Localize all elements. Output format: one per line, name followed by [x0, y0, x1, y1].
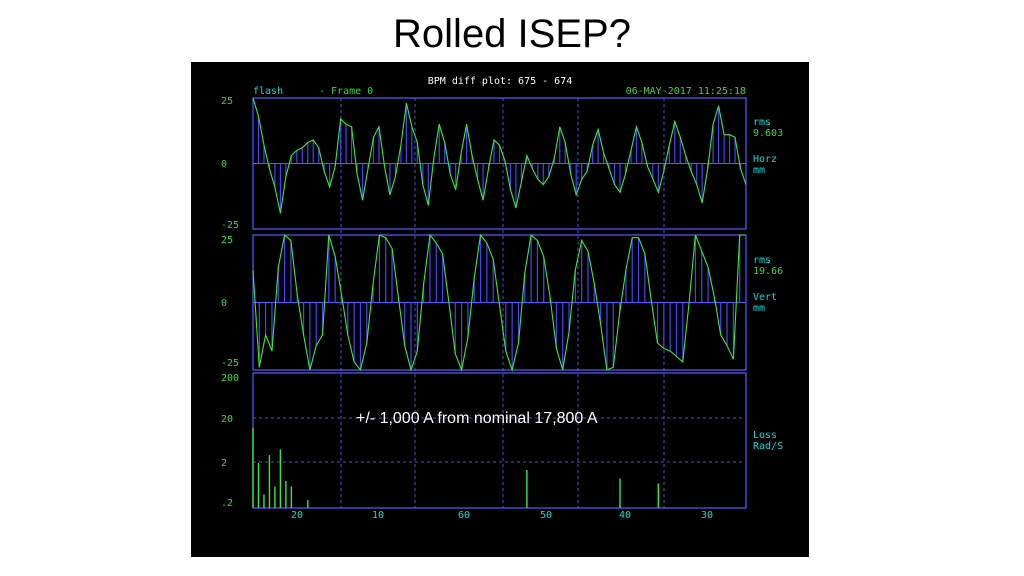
x-tick-label: 20 [291, 510, 303, 521]
horizontal-trace-line [252, 97, 747, 214]
bpm-diff-plot: BPM diff plot: 675 - 674 flash - Frame 0… [221, 76, 783, 521]
plot-title: BPM diff plot: 675 - 674 [428, 76, 573, 87]
vert-rms-label: rms [753, 255, 771, 266]
timestamp: 06-MAY-2017 11:25:18 [626, 86, 746, 97]
y-tick-label: 0 [221, 298, 227, 309]
x-tick-label: 50 [540, 510, 552, 521]
frame-label: - Frame 0 [319, 86, 373, 97]
y-tick-label: .2 [221, 498, 233, 509]
horz-axis-label: Horz [753, 154, 777, 165]
vert-axis-label: Vert [753, 292, 777, 303]
x-tick-label: 30 [701, 510, 713, 521]
y-tick-label: 25 [221, 235, 233, 246]
y-tick-label: 0 [221, 159, 227, 170]
vert-unit-label: mm [753, 303, 765, 314]
loss-panel-frame [252, 372, 747, 509]
loss-label: Loss [753, 430, 777, 441]
x-tick-label: 40 [619, 510, 631, 521]
vertical-trace-line [252, 233, 746, 373]
horz-rms-value: 9.603 [753, 128, 783, 139]
loss-gridlines [253, 417, 746, 463]
x-tick-label: 60 [458, 510, 470, 521]
y-tick-label: -25 [221, 358, 239, 369]
horz-unit-label: mm [753, 165, 765, 176]
bpm-diff-screen: BPM diff plot: 675 - 674 flash - Frame 0… [191, 62, 809, 557]
y-tick-label: -25 [221, 220, 239, 231]
source-label: flash [253, 86, 283, 97]
loss-unit-label: Rad/S [753, 441, 783, 452]
current-annotation: +/- 1,000 A from nominal 17,800 A [356, 410, 598, 427]
y-tick-label: 20 [221, 414, 233, 425]
horz-rms-label: rms [753, 117, 771, 128]
y-tick-label: 2 [221, 458, 227, 469]
vert-rms-value: 19.66 [753, 266, 783, 277]
slide-title: Rolled ISEP? [393, 12, 631, 56]
x-tick-label: 10 [372, 510, 384, 521]
y-tick-label: 25 [221, 96, 233, 107]
y-tick-label: 200 [221, 373, 239, 384]
